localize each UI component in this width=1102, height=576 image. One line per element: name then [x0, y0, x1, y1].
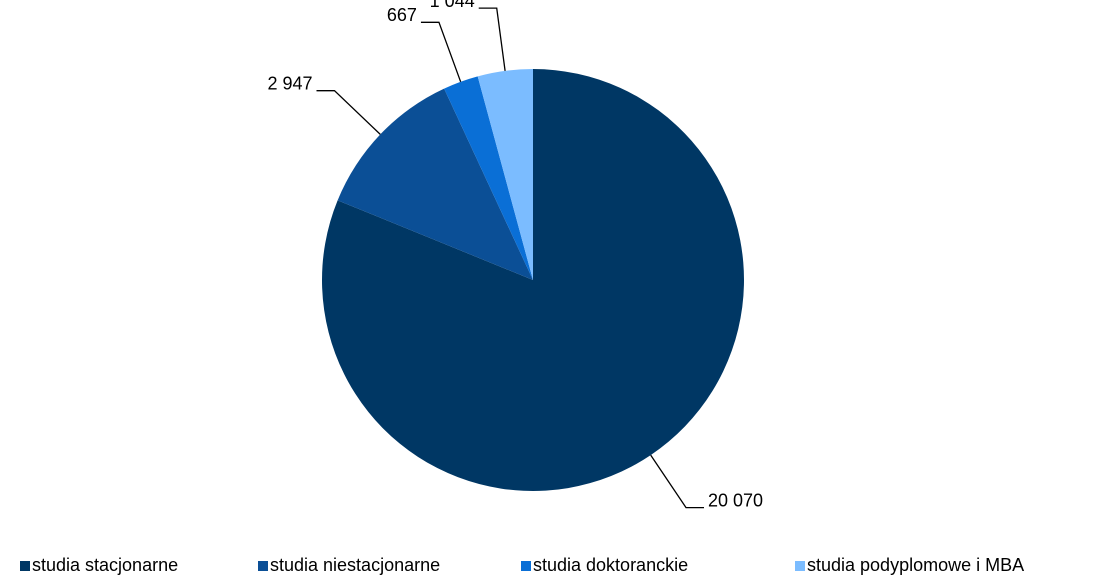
- legend-label: studia niestacjonarne: [270, 555, 440, 575]
- legend-swatch: [521, 561, 531, 571]
- pie-slice: [477, 69, 533, 280]
- data-label: 20 070: [708, 490, 763, 510]
- pie-slice: [337, 88, 533, 280]
- leader-line: [316, 90, 381, 135]
- data-label: 2 947: [267, 73, 312, 93]
- pie-slice: [444, 76, 533, 280]
- legend-swatch: [258, 561, 268, 571]
- legend-label: studia podyplomowe i MBA: [807, 555, 1024, 575]
- leader-line: [478, 7, 506, 71]
- legend-label: studia stacjonarne: [32, 555, 178, 575]
- legend-label: studia doktoranckie: [533, 555, 688, 575]
- legend-swatch: [20, 561, 30, 571]
- legend-swatch: [795, 561, 805, 571]
- leader-line: [420, 21, 462, 83]
- data-label: 1 044: [430, 0, 475, 11]
- leader-line: [650, 454, 705, 509]
- data-label: 667: [387, 5, 417, 25]
